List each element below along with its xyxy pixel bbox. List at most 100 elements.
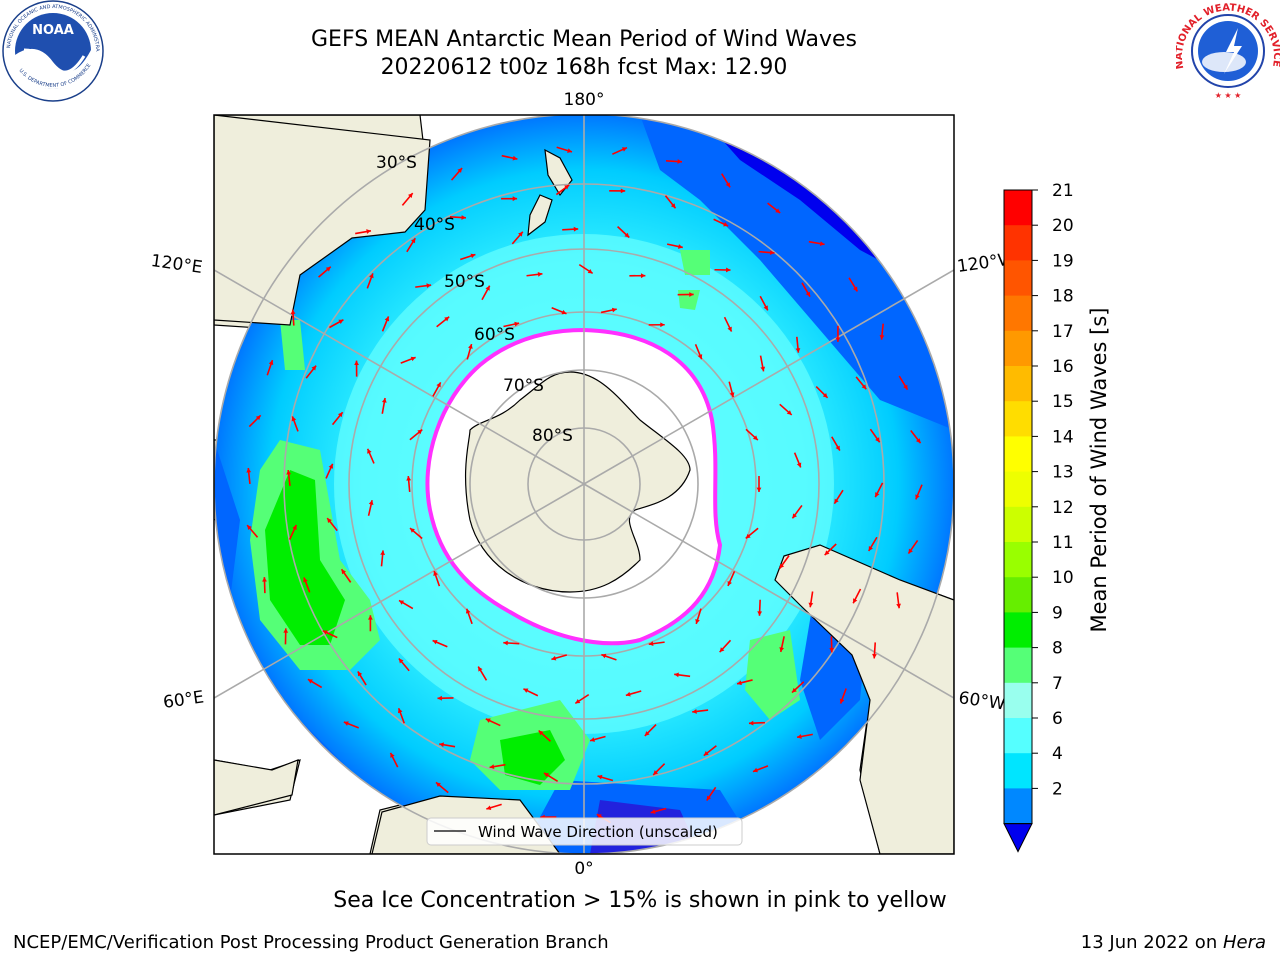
- colorbar-segment: [1004, 753, 1032, 789]
- wind-arrow-head: [625, 691, 631, 697]
- colorbar-tick-label: 13: [1052, 463, 1074, 483]
- map-area: Wind Wave Direction (unscaled): [214, 115, 954, 854]
- wind-arrow-head: [410, 356, 416, 362]
- colorbar-tick-label: 6: [1052, 709, 1063, 729]
- wind-arrow-head: [290, 309, 296, 315]
- wind-arrow-head: [514, 321, 520, 327]
- lon-label-60e: 60°E: [162, 687, 205, 712]
- wind-arrow-head: [328, 463, 333, 469]
- wind-arrow-head: [537, 271, 543, 277]
- wind-arrow-head: [908, 548, 913, 554]
- wind-arrow-head: [779, 563, 785, 569]
- lon-label-0: 0°: [574, 859, 593, 879]
- colorbar-tick-label: 2: [1052, 779, 1063, 799]
- wind-arrow-head: [408, 193, 413, 199]
- colorbar-segment: [1004, 295, 1032, 332]
- wind-arrow-head: [590, 737, 595, 742]
- wind-arrow-head: [824, 550, 830, 556]
- wind-arrow-head: [875, 437, 880, 443]
- wind-arrow-head: [756, 487, 762, 492]
- wind-arrow-head: [835, 445, 840, 451]
- wind-arrow-head: [307, 679, 313, 684]
- wind-arrow-head: [523, 688, 529, 693]
- wind-arrow-head: [896, 603, 901, 609]
- chart-subtitle: 20220612 t00z 168h fcst Max: 12.90: [380, 55, 788, 80]
- wind-arrow-head: [763, 305, 768, 311]
- lon-label-120e: 120°E: [150, 251, 204, 278]
- wind-arrow-head: [695, 618, 700, 624]
- lon-label-60w: 60°W: [957, 688, 1006, 714]
- wind-arrow-head: [597, 774, 603, 780]
- wind-arrow-head: [703, 751, 709, 756]
- wind-arrow-head: [601, 653, 607, 659]
- wind-arrow-head: [692, 709, 697, 714]
- wind-arrow-head: [779, 647, 785, 652]
- colorbar-tick-label: 9: [1052, 603, 1063, 623]
- wind-arrow-head: [567, 148, 573, 153]
- wind-arrow-head: [835, 337, 841, 342]
- footer-machine: Hera: [1222, 932, 1266, 953]
- wind-arrow-head: [640, 273, 646, 279]
- wind-arrow-head: [727, 580, 732, 586]
- wind-arrow-head: [915, 438, 921, 444]
- wind-arrow-head: [872, 653, 877, 659]
- wind-arrow-head: [648, 641, 654, 647]
- colorbar-tick-label: 20: [1052, 216, 1074, 236]
- wind-arrow-head: [796, 462, 802, 468]
- wind-arrow-head: [903, 384, 908, 390]
- colorbar-segment: [1004, 471, 1032, 508]
- wind-arrow-head: [369, 273, 374, 279]
- graticule: [214, 115, 954, 854]
- wind-arrow-head: [390, 752, 395, 758]
- colorbar-tick-label: 12: [1052, 498, 1074, 518]
- wind-arrow-head: [397, 708, 403, 714]
- wind-arrow-head: [437, 695, 442, 701]
- wind-arrow-head: [322, 630, 328, 635]
- wind-arrow-head: [575, 698, 581, 704]
- wind-arrow-head: [398, 658, 404, 664]
- wind-arrow-head: [406, 476, 412, 481]
- wind-arrow-head: [512, 155, 518, 161]
- colorbar-segment: [1004, 718, 1032, 754]
- wind-arrow-head: [819, 241, 825, 247]
- map-frame: [213, 114, 955, 855]
- wind-arrow-head: [485, 285, 490, 291]
- lat-label-70: 70°S: [503, 376, 544, 396]
- nws-logo: NATIONAL WEATHER SERVICE ★ ★ ★: [1176, 1, 1280, 101]
- wind-arrow-head: [611, 307, 617, 313]
- wind-arrow-head: [478, 666, 483, 672]
- wind-arrow-head: [380, 550, 386, 556]
- wind-arrow-head: [367, 448, 372, 454]
- wind-arrow-head: [538, 730, 544, 736]
- colorbar-tick-label: 18: [1052, 287, 1074, 307]
- wind-arrow-head: [433, 571, 438, 576]
- wind-arrow-head: [417, 429, 423, 435]
- wind-arrow-head: [861, 384, 867, 390]
- wind-arrow-head: [435, 782, 441, 787]
- wind-arrow-head: [795, 348, 801, 353]
- lat-label-40: 40°S: [414, 215, 455, 235]
- wind-arrow-head: [366, 229, 371, 234]
- colorbar-segment: [1004, 542, 1032, 578]
- colorbar-tick-label: 16: [1052, 357, 1074, 377]
- wind-arrow-head: [337, 412, 343, 418]
- wind-arrow-head: [399, 600, 405, 605]
- wind-arrows: [246, 146, 923, 824]
- wind-arrow-head: [564, 184, 570, 190]
- lat-label-60: 60°S: [474, 325, 515, 345]
- wind-arrow-head: [752, 767, 758, 773]
- legend-label: Wind Wave Direction (unscaled): [478, 823, 718, 841]
- wind-arrow-head: [461, 215, 466, 220]
- wind-arrow-head: [587, 268, 593, 274]
- wind-arrow-head: [822, 393, 828, 398]
- wind-arrow-head: [384, 316, 390, 322]
- colorbar-segment: [1004, 190, 1032, 226]
- wind-arrow-head: [489, 764, 495, 770]
- wind-arrow-head: [868, 545, 874, 551]
- colorbar-tick-label: 21: [1052, 181, 1074, 201]
- wind-arrow-head: [573, 226, 579, 232]
- wind-arrow-head: [255, 415, 261, 421]
- wind-arrow-head: [432, 640, 438, 645]
- wind-arrow-head: [725, 182, 731, 188]
- wind-arrow-head: [357, 671, 363, 677]
